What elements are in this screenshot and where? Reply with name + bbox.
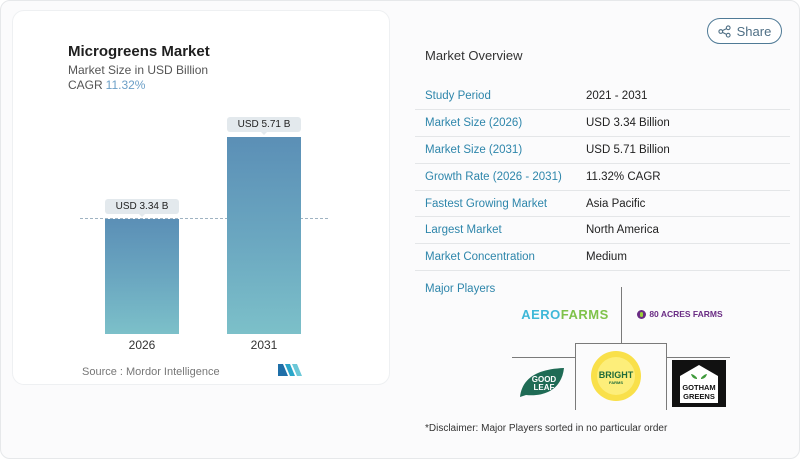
house-icon: GOTHAM GREENS — [680, 365, 718, 403]
overview-table: Study Period 2021 - 2031 Market Size (202… — [415, 83, 790, 272]
bar-value-label: USD 3.34 B — [105, 199, 179, 217]
overview-row: Study Period 2021 - 2031 — [415, 83, 790, 110]
row-value: Medium — [586, 251, 627, 264]
acres-leaf-icon — [637, 309, 647, 319]
aerofarms-logo: AERO FARMS — [512, 305, 618, 323]
x-tick-label: 2026 — [128, 338, 156, 352]
chart-subtitle: Market Size in USD Billion — [68, 63, 209, 77]
row-key: Market Size (2026) — [425, 116, 523, 129]
overview-row: Market Size (2026) USD 3.34 Billion — [415, 110, 790, 137]
overview-title: Market Overview — [425, 48, 523, 63]
grid-divider — [575, 343, 667, 344]
row-key: Market Size (2031) — [425, 143, 523, 156]
chart-cagr: CAGR 11.32% — [68, 78, 145, 92]
overview-row: Market Size (2031) USD 5.71 Billion — [415, 137, 790, 164]
gotham-greens-logo: GOTHAM GREENS — [672, 360, 726, 407]
row-key: Largest Market — [425, 224, 502, 237]
overview-row: Largest Market North America — [415, 217, 790, 245]
grid-divider — [512, 357, 575, 358]
svg-text:BRIGHT: BRIGHT — [599, 370, 634, 380]
bar-chart: USD 3.34 B USD 5.71 B 2026 2031 — [0, 0, 390, 390]
svg-text:GOOD: GOOD — [532, 375, 557, 384]
cagr-value: 11.32% — [105, 78, 146, 92]
row-key: Market Concentration — [425, 251, 535, 264]
reference-line — [80, 218, 328, 219]
bar-2031[interactable] — [227, 137, 301, 334]
share-button[interactable]: Share — [707, 18, 782, 44]
row-value: Asia Pacific — [586, 197, 646, 210]
svg-text:LEAF: LEAF — [534, 383, 555, 392]
share-icon — [718, 24, 731, 38]
chart-title: Microgreens Market — [68, 43, 210, 60]
grid-divider — [621, 287, 622, 344]
overview-row: Growth Rate (2026 - 2031) 11.32% CAGR — [415, 164, 790, 191]
source-text: Source : Mordor Intelligence — [82, 366, 220, 378]
mordor-intelligence-logo-icon — [278, 364, 302, 376]
row-value: 11.32% CAGR — [586, 170, 661, 183]
acres-text: 80 ACRES FARMS — [649, 309, 723, 319]
row-key: Study Period — [425, 89, 491, 102]
80-acres-farms-logo: 80 ACRES FARMS — [630, 305, 730, 323]
sun-icon: BRIGHT FARMS — [591, 351, 641, 401]
goodleaf-logo: GOOD LEAF — [518, 365, 566, 399]
svg-text:FARMS: FARMS — [609, 380, 623, 385]
major-players-title: Major Players — [425, 283, 496, 295]
leaf-icon: GOOD LEAF — [520, 368, 564, 397]
svg-text:GOTHAM: GOTHAM — [682, 383, 715, 392]
bar-2026[interactable] — [105, 219, 179, 334]
row-value: USD 5.71 Billion — [586, 143, 670, 156]
row-key: Fastest Growing Market — [425, 197, 548, 210]
row-key: Growth Rate (2026 - 2031) — [425, 170, 562, 183]
row-value: USD 3.34 Billion — [586, 116, 670, 129]
chart-card — [12, 10, 390, 385]
grid-divider — [575, 343, 576, 410]
bar-value-label: USD 5.71 B — [227, 117, 301, 135]
overview-row: Market Concentration Medium — [415, 244, 790, 272]
cagr-label: CAGR — [68, 78, 103, 92]
aerofarms-text-b: FARMS — [560, 306, 609, 322]
grid-divider — [667, 357, 730, 358]
svg-text:GREENS: GREENS — [683, 392, 715, 401]
share-label: Share — [736, 23, 772, 39]
disclaimer-text: *Disclaimer: Major Players sorted in no … — [425, 423, 668, 434]
x-tick-label: 2031 — [250, 338, 278, 352]
overview-row: Fastest Growing Market Asia Pacific — [415, 191, 790, 218]
brightfarms-logo: BRIGHT FARMS — [590, 350, 642, 402]
aerofarms-text-a: AERO — [521, 306, 561, 322]
row-value: North America — [586, 224, 659, 237]
row-value: 2021 - 2031 — [586, 89, 648, 102]
grid-divider — [666, 343, 667, 410]
